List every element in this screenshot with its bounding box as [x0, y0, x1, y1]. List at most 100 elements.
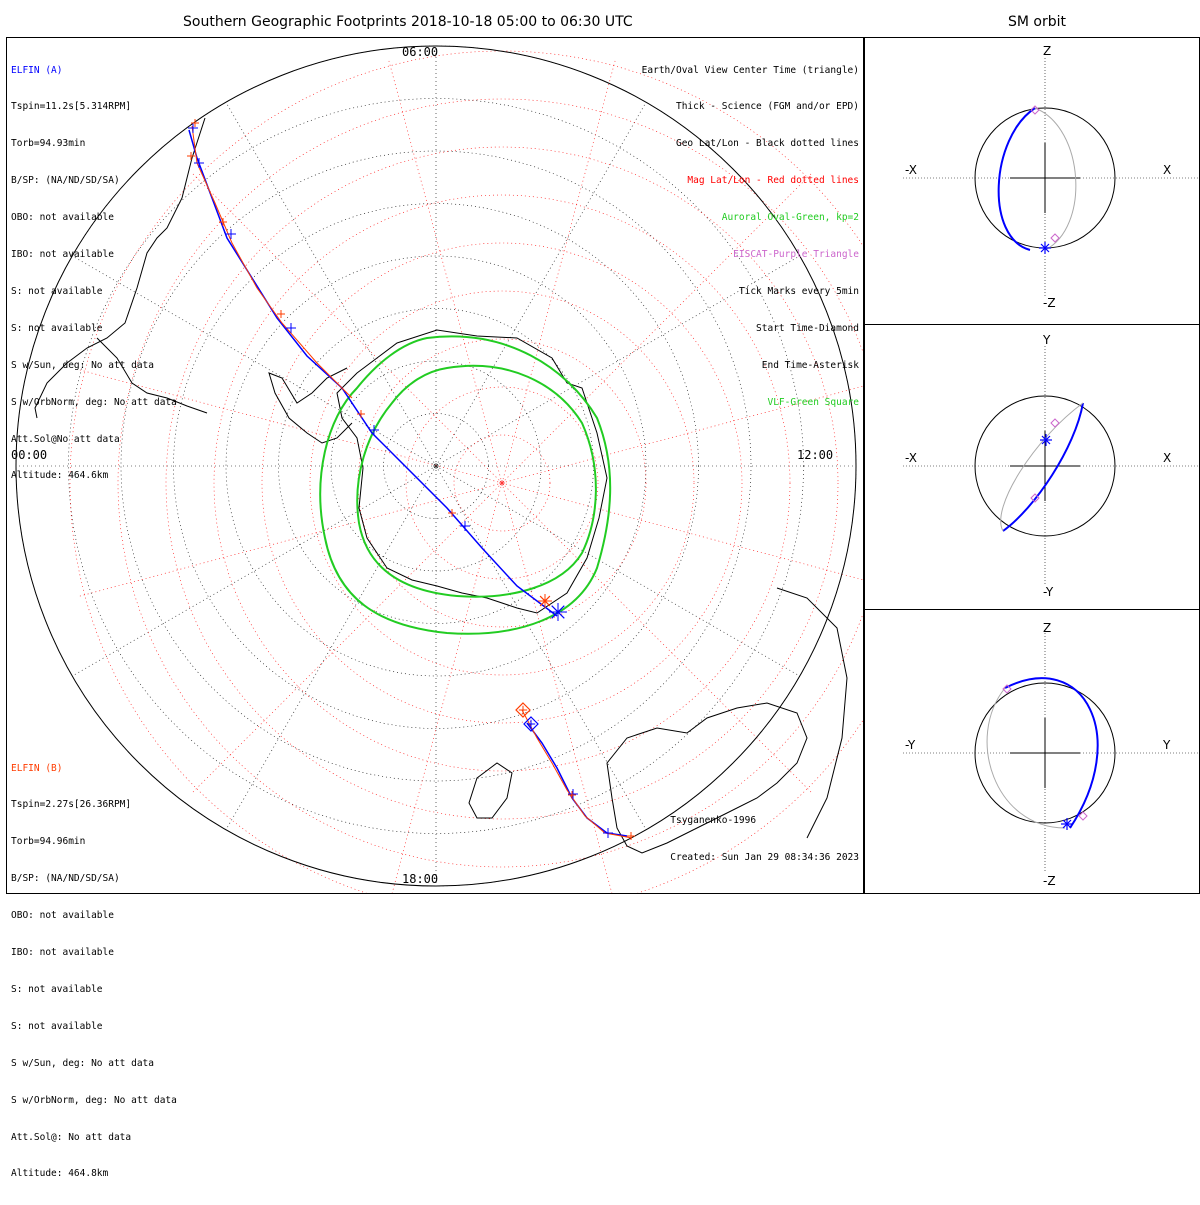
elfin-b-line: S w/Sun, deg: No att data: [11, 1057, 154, 1069]
elfin-b-start-diamond: [515, 702, 531, 718]
elfin-b-line: Att.Sol@: No att data: [11, 1131, 132, 1143]
orbit-start-diamond: [1050, 418, 1060, 428]
elfin-a-line: Att.Sol@No att data: [11, 433, 120, 445]
elfin-b-line: Torb=94.96min: [11, 836, 86, 848]
antarctic-peninsula-coast: [268, 367, 353, 444]
geo-lon-line: [435, 102, 647, 467]
mag-pole-marker: [499, 480, 505, 486]
main-title: Southern Geographic Footprints 2018-10-1…: [183, 14, 633, 30]
orbit3-left-label: -Y: [905, 738, 916, 752]
sm-orbit-panel: Z -Z -X X Y -Y -X X Z -Z -Y Y: [864, 37, 1200, 894]
elfin-b-line: S w/OrbNorm, deg: No att data: [11, 1094, 177, 1106]
mag-lat-circle: [69, 50, 863, 893]
map-footer: Tsyganenko-1996 Created: Sun Jan 29 08:3…: [670, 791, 859, 889]
legend-item: Start Time-Diamond: [756, 322, 859, 334]
elfin-b-orbit-xy: [1000, 402, 1084, 532]
elfin-b-line: Tspin=2.27s[26.36RPM]: [11, 799, 132, 811]
orbit-view-triangle: [1030, 493, 1040, 503]
panel-divider: [865, 324, 1200, 325]
footer-model: Tsyganenko-1996: [670, 815, 757, 827]
elfin-a-start-diamond: [523, 716, 539, 732]
elfin-a-line: B/SP: (NA/ND/SD/SA): [11, 175, 120, 187]
legend-item: Auroral Oval-Green, kp=2: [721, 212, 859, 224]
elfin-b-line: IBO: not available: [11, 947, 114, 959]
hour-label-top: 06:00: [402, 45, 439, 59]
elfin-b-line: B/SP: (NA/ND/SD/SA): [11, 873, 120, 885]
mag-lon-line: [190, 171, 503, 484]
legend-item: Mag Lat/Lon - Red dotted lines: [687, 175, 859, 187]
panel-divider: [865, 609, 1200, 610]
earth-circle: [974, 395, 1116, 537]
elfin-a-line: Torb=94.93min: [11, 138, 86, 150]
sm-orbit-plots: [903, 58, 1199, 873]
mag-lon-line: [76, 482, 503, 598]
orbit1-right-label: X: [1163, 163, 1172, 177]
elfin-a-line: Tspin=11.2s[5.314RPM]: [11, 101, 132, 113]
footprint-map-panel: ELFIN (A) Tspin=11.2s[5.314RPM] Torb=94.…: [6, 37, 864, 1179]
orbit-start-diamond: [1050, 233, 1060, 243]
legend-item: Geo Lat/Lon - Black dotted lines: [675, 138, 859, 150]
elfin-b-orbit-xz: [1034, 107, 1077, 251]
mag-lon-line: [501, 482, 613, 893]
mag-lon-line: [501, 385, 863, 484]
australia-coast: [606, 702, 808, 854]
orbit-end-asterisk: [1040, 243, 1050, 253]
elfin-b-track-upper: [191, 125, 353, 399]
elfin-a-orbit-xz: [997, 107, 1036, 251]
mag-lat-circle: [213, 194, 791, 772]
mag-lat-circle: [165, 146, 839, 820]
elfin-a-line: OBO: not available: [11, 212, 114, 224]
mag-lon-line: [391, 482, 503, 893]
mag-lon-line: [501, 482, 814, 795]
legend-item: End Time-Asterisk: [761, 359, 859, 371]
elfin-a-line: S: not available: [11, 322, 103, 334]
geo-lon-line: [435, 465, 647, 830]
legend-item: Earth/Oval View Center Time (triangle): [641, 64, 859, 76]
map-legend: Earth/Oval View Center Time (triangle) T…: [642, 40, 859, 434]
mag-lon-line: [190, 482, 503, 795]
elfin-a-track: [188, 129, 558, 617]
mag-lon-line: [387, 57, 503, 484]
orbit1-top-label: Z: [1043, 44, 1052, 58]
elfin-b-line: Altitude: 464.8km: [11, 1168, 109, 1180]
orbit-end-asterisk: [1062, 819, 1072, 829]
earth-circle: [974, 682, 1116, 824]
geo-lat-circle: [68, 98, 804, 834]
new-zealand-coast: [468, 762, 513, 819]
mag-lon-line: [501, 482, 863, 581]
elfin-b-name: ELFIN (B): [11, 762, 63, 774]
geo-lon-line: [225, 102, 437, 467]
elfin-a-info: ELFIN (A) Tspin=11.2s[5.314RPM] Torb=94.…: [11, 40, 177, 507]
elfin-a-track-lower: [526, 722, 628, 837]
elfin-b-orbit-yz: [986, 687, 1066, 829]
orbit2-bottom-label: -Y: [1043, 585, 1054, 599]
orbit1-bottom-label: -Z: [1043, 296, 1056, 310]
legend-item: VLF-Green Square: [767, 396, 859, 408]
footer-created: Created: Sun Jan 29 08:34:36 2023: [670, 852, 859, 864]
map-horizon: [15, 45, 857, 887]
elfin-a-line: Altitude: 464.6km: [11, 470, 109, 482]
mag-lat-circle: [261, 242, 743, 724]
orbit2-left-label: -X: [905, 451, 917, 465]
orbit-view-triangle: [1002, 684, 1012, 694]
geo-lon-line: [225, 465, 437, 830]
elfin-a-line: IBO: not available: [11, 249, 114, 261]
hour-label-right: 12:00: [797, 448, 834, 462]
orbit-view-triangle: [1030, 105, 1040, 115]
auroral-oval-outer: [319, 335, 612, 635]
geo-lat-circle: [225, 255, 647, 677]
mag-lat-circle: [405, 386, 599, 580]
elfin-b-info: ELFIN (B) Tspin=2.27s[26.36RPM] Torb=94.…: [11, 738, 177, 1205]
elfin-b-line: OBO: not available: [11, 910, 114, 922]
mag-lon-line: [76, 368, 503, 484]
geo-lat-circle: [173, 203, 699, 729]
elfin-a-orbit-yz: [1004, 677, 1099, 829]
mag-lat-circle: [453, 434, 551, 532]
south-america-coast: [34, 117, 208, 419]
elfin-a-line: S w/OrbNorm, deg: No att data: [11, 396, 177, 408]
mag-lat-circle: [309, 290, 695, 676]
mag-lon-line: [501, 57, 617, 484]
elfin-a-end-asterisk: [551, 605, 565, 619]
orbit2-top-label: Y: [1043, 333, 1051, 347]
orbit3-bottom-label: -Z: [1043, 874, 1056, 888]
